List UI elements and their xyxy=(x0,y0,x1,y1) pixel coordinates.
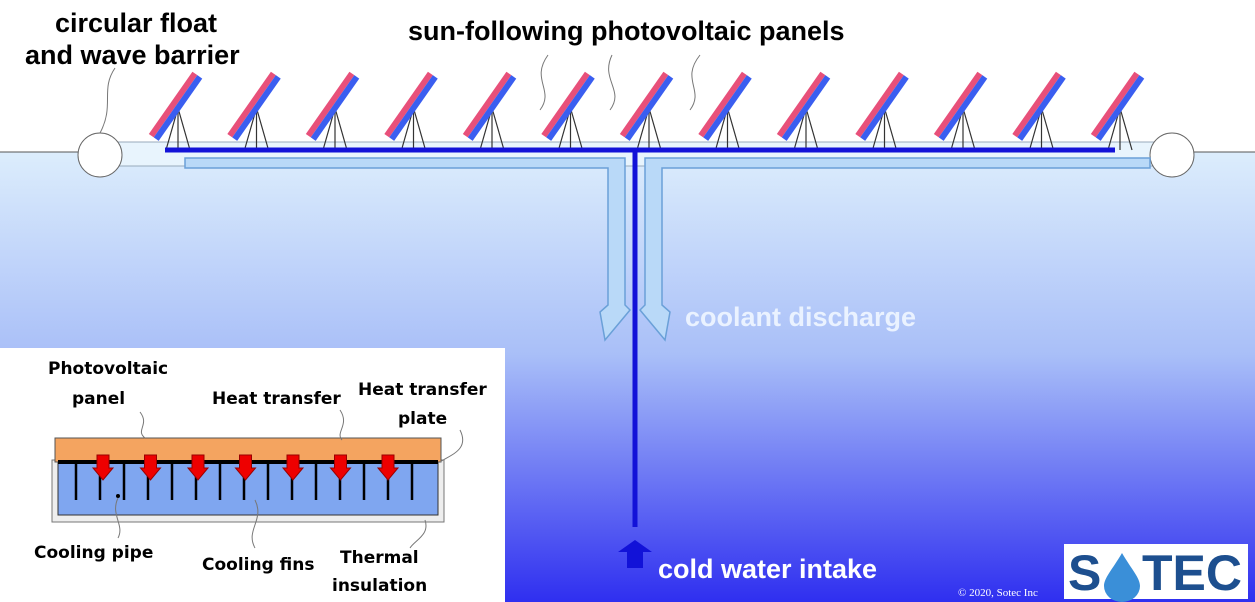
pv-body xyxy=(1017,75,1066,141)
pv-body xyxy=(781,75,831,141)
pv-panel xyxy=(1090,71,1145,141)
pv-unit xyxy=(384,71,438,151)
heat-arrow xyxy=(91,454,115,481)
pv-panel xyxy=(1012,71,1066,141)
pv-body xyxy=(389,75,438,141)
discharge-pipe xyxy=(638,157,1151,342)
panels xyxy=(148,71,1145,151)
pv-panel xyxy=(384,71,438,141)
pv-unit xyxy=(462,71,517,151)
cooling-pipe xyxy=(116,494,120,498)
pv-panel xyxy=(227,71,281,141)
heat-arrow xyxy=(329,454,352,481)
pv-panel xyxy=(933,71,988,141)
pv-top xyxy=(1012,71,1061,138)
pv-top xyxy=(1090,71,1140,138)
pv-panel xyxy=(698,71,752,141)
pv-unit xyxy=(305,71,360,151)
pv-body xyxy=(938,75,988,141)
float xyxy=(1149,132,1195,178)
pv-unit xyxy=(1090,71,1145,151)
pv-panel xyxy=(776,71,831,141)
pv-panel xyxy=(462,71,517,141)
pv-top xyxy=(698,71,747,138)
heat-arrow xyxy=(376,454,400,481)
panels-label: sun-following photovoltaic panels xyxy=(408,16,845,46)
pv-panel xyxy=(619,71,674,141)
pv-top xyxy=(855,71,904,138)
heat-arrow xyxy=(281,454,305,481)
intake-arrow xyxy=(618,540,652,568)
pv-panel xyxy=(305,71,360,141)
pv-top xyxy=(227,71,276,138)
inset-label: Cooling fins xyxy=(202,555,315,575)
leader xyxy=(99,67,116,134)
pv-body xyxy=(860,75,909,141)
logo-drop xyxy=(1104,553,1140,602)
float-label: circular float and wave barrier xyxy=(25,8,240,70)
inset-label: Cooling pipe xyxy=(34,543,153,563)
inset-label: Thermal insulation xyxy=(332,548,427,596)
pv-unit xyxy=(776,71,831,151)
pv-top xyxy=(541,71,590,138)
pv-unit xyxy=(541,71,595,151)
copyright: © 2020, Sotec Inc xyxy=(958,587,1038,599)
logo: S xyxy=(1068,545,1101,601)
pv-unit xyxy=(148,71,203,151)
pv-panel xyxy=(855,71,909,141)
pv-top xyxy=(776,71,826,138)
pv-body xyxy=(624,75,674,141)
pv-top xyxy=(462,71,512,138)
discharge-pipe xyxy=(184,157,632,342)
logo: TEC xyxy=(1142,545,1242,601)
leader xyxy=(115,409,463,549)
pv-top xyxy=(148,71,198,138)
pv-body xyxy=(467,75,517,141)
heat-arrow xyxy=(186,454,210,481)
pv-top xyxy=(933,71,983,138)
pv-top xyxy=(305,71,355,138)
pv-unit xyxy=(855,71,909,151)
inset: Photovoltaic panel Heat transfer Heat tra… xyxy=(0,348,505,602)
leader xyxy=(539,54,701,111)
pv-unit xyxy=(227,71,281,151)
heat-arrow xyxy=(234,454,257,481)
pv-unit xyxy=(619,71,674,151)
heat-arrow xyxy=(139,454,162,481)
inset-label: Heat transfer xyxy=(212,389,341,409)
pv-body xyxy=(1095,75,1145,141)
pv-top xyxy=(619,71,669,138)
intake-label: cold water intake xyxy=(658,554,877,584)
pv-panel xyxy=(541,71,595,141)
logo-box xyxy=(1064,544,1248,599)
pv-top xyxy=(384,71,433,138)
pv-body xyxy=(703,75,752,141)
fins xyxy=(74,454,414,500)
pv-panel xyxy=(148,71,203,141)
pv-body xyxy=(546,75,595,141)
inset-label: Heat transfer plate xyxy=(358,380,487,429)
pv-unit xyxy=(698,71,752,151)
pv-body xyxy=(310,75,360,141)
inset-label: Photovoltaic panel xyxy=(48,359,168,409)
pv-unit xyxy=(1012,71,1066,151)
pv-body xyxy=(232,75,281,141)
pv-body xyxy=(153,75,203,141)
discharge-label: coolant discharge xyxy=(685,302,916,332)
pv-unit xyxy=(933,71,988,151)
float xyxy=(77,132,123,178)
